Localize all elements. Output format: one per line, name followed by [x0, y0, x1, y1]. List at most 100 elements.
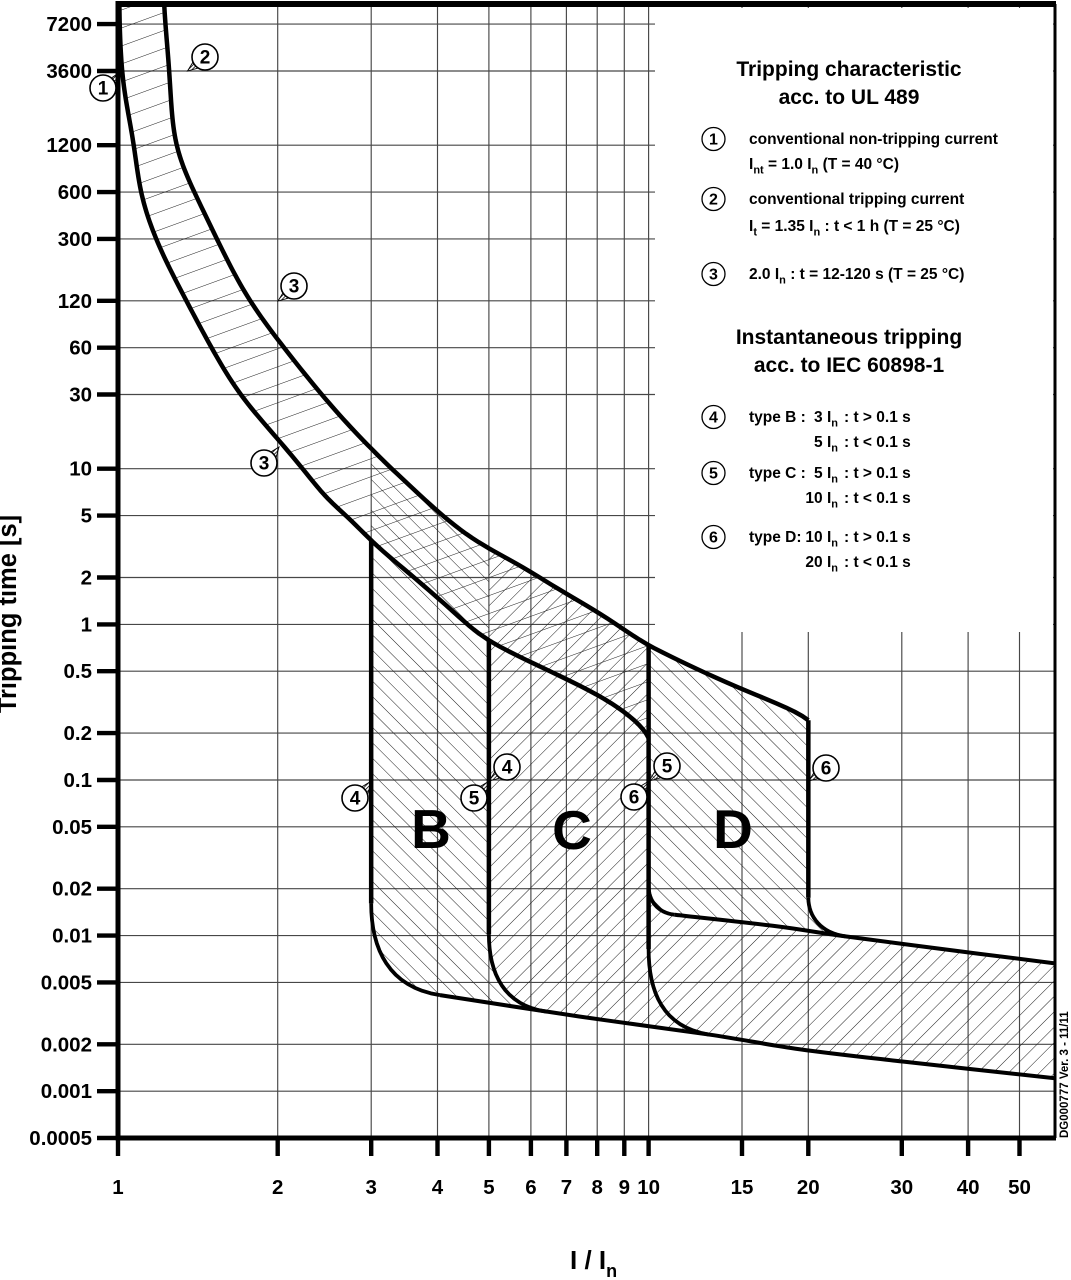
legend-item-value-5: 10 In	[805, 490, 838, 511]
legend-item-time-4: : t > 0.1 s	[844, 409, 911, 426]
legend-item-circle-6	[701, 524, 726, 550]
y-tick-label: 0.0005	[29, 1127, 92, 1150]
x-tick-label: 15	[731, 1176, 754, 1199]
y-tick-label: 1	[81, 613, 92, 636]
y-tick-label: 2	[81, 567, 92, 590]
x-axis-title: I / In	[570, 1245, 617, 1280]
y-tick-label: 0.01	[52, 925, 92, 948]
legend: Tripping characteristic acc. to UL 489 Ins…	[701, 58, 998, 575]
legend-item-text-3: 2.0 In : t = 12-120 s (T = 25 °C)	[749, 266, 964, 287]
legend-item-circle-4	[701, 404, 726, 430]
marker-number-3: 3	[289, 277, 300, 298]
legend-item-value-4: 5 In	[814, 434, 838, 455]
y-tick-label: 10	[69, 458, 92, 481]
y-tick-label: 0.5	[64, 660, 93, 683]
axis-ticks: 7200 3600 1200 600 300 1 20 60 30 10 5 2 1 0.5 0.2 0.1 0…	[29, 13, 1031, 1199]
marker-number-6: 6	[821, 759, 832, 780]
marker-number-5: 5	[662, 757, 673, 778]
x-tick-label: 8	[591, 1176, 602, 1199]
fill-region-b	[371, 448, 547, 1012]
legend-title: Tripping characteristic	[736, 58, 962, 81]
legend-item-value-6: 10 In	[805, 529, 838, 550]
y-tick-label: 0.2	[64, 722, 93, 745]
legend-item-number-5: 5	[709, 466, 718, 483]
region-letter-B: B	[411, 798, 451, 860]
y-tick-label: 0.02	[52, 878, 92, 901]
region-letter-C: C	[552, 799, 592, 861]
marker-circle-6	[620, 783, 648, 811]
y-tick-label: 0.002	[41, 1033, 92, 1056]
x-tick-label: 40	[957, 1176, 980, 1199]
marker-circle-6	[812, 754, 840, 782]
legend-item-value-5: 5 In	[814, 465, 838, 486]
marker-number-3: 3	[259, 454, 270, 475]
curve-min-time-line-a	[674, 912, 1055, 966]
y-tick-label: 5	[81, 505, 92, 528]
region-letter-D: D	[713, 798, 753, 860]
curve-d-min-kneeB	[646, 948, 710, 1037]
curve-min-time-line-b	[439, 993, 1055, 1081]
marker-number-5: 5	[469, 789, 480, 810]
legend-item-text-1: Int = 1.0 In (T = 40 °C)	[749, 156, 899, 177]
curve-d-min-kneeA	[646, 885, 676, 917]
legend-title: acc. to UL 489	[779, 86, 920, 109]
curve-upper-thermal-curve	[161, 4, 810, 723]
curves	[118, 4, 1055, 1081]
y-tick-label: 0.005	[41, 971, 92, 994]
y-tick-label: 0.1	[64, 769, 93, 792]
y-tick-label: 1200	[46, 134, 92, 157]
legend-item-number-2: 2	[709, 192, 718, 209]
legend-item-label-5: type C :	[749, 465, 806, 482]
legend-item-circle-2	[701, 186, 726, 212]
x-tick-label: 10	[637, 1176, 660, 1199]
legend-item-value-6: 20 In	[805, 554, 838, 575]
legend-item-time-5: : t > 0.1 s	[844, 465, 911, 482]
legend-subtitle: acc. to IEC 60898-1	[754, 354, 945, 377]
x-tick-label: 20	[797, 1176, 820, 1199]
legend-item-text-1: conventional non-tripping current	[749, 131, 998, 148]
legend-item-text-2: conventional tripping current	[749, 191, 964, 208]
marker-number-2: 2	[200, 48, 211, 69]
y-tick-label: 60	[69, 337, 92, 360]
legend-item-label-4: type B :	[749, 409, 806, 426]
marker-circle-5	[653, 752, 681, 780]
legend-subtitle: Instantaneous tripping	[736, 326, 962, 349]
x-tick-label: 5	[483, 1176, 494, 1199]
fill-bottom-band	[439, 886, 1055, 1079]
marker-circle-3	[280, 272, 308, 300]
legend-item-label-6: type D:	[749, 529, 802, 546]
marker-circle-3	[250, 449, 278, 477]
x-tick-label: 50	[1008, 1176, 1031, 1199]
x-tick-label: 2	[272, 1176, 283, 1199]
legend-item-number-6: 6	[709, 530, 718, 547]
y-tick-label: 300	[58, 228, 92, 251]
x-tick-label: 1	[112, 1176, 123, 1199]
legend-item-value-4: 3 In	[814, 409, 838, 430]
marker-number-4: 4	[502, 758, 513, 779]
y-tick-label: 7200	[46, 13, 92, 36]
legend-item-circle-5	[701, 460, 726, 486]
curve-b-min-knee	[369, 903, 441, 998]
x-tick-label: 7	[561, 1176, 572, 1199]
marker-circle-2	[191, 43, 219, 71]
legend-item-circle-3	[701, 261, 726, 287]
y-tick-label: 0.001	[41, 1080, 92, 1103]
x-tick-label: 4	[432, 1176, 444, 1199]
y-tick-label: 3600	[46, 60, 92, 83]
legend-item-number-3: 3	[709, 267, 718, 284]
y-tick-label: 600	[58, 181, 92, 204]
y-tick-label: 30	[69, 384, 92, 407]
x-tick-label: 9	[619, 1176, 630, 1199]
marker-number-6: 6	[629, 788, 640, 809]
fill-region-d	[648, 645, 846, 937]
legend-item-time-4: : t < 0.1 s	[844, 434, 911, 451]
curve-c-min-knee	[486, 934, 548, 1014]
marker-circle-4	[493, 753, 521, 781]
marker-circle-5	[460, 784, 488, 812]
marker-number-4: 4	[350, 789, 361, 810]
marker-number-1: 1	[98, 79, 109, 100]
curve-markers: 1 2 3 3 4 4 5 5 6 6	[89, 43, 840, 812]
legend-item-time-5: : t < 0.1 s	[844, 490, 911, 507]
